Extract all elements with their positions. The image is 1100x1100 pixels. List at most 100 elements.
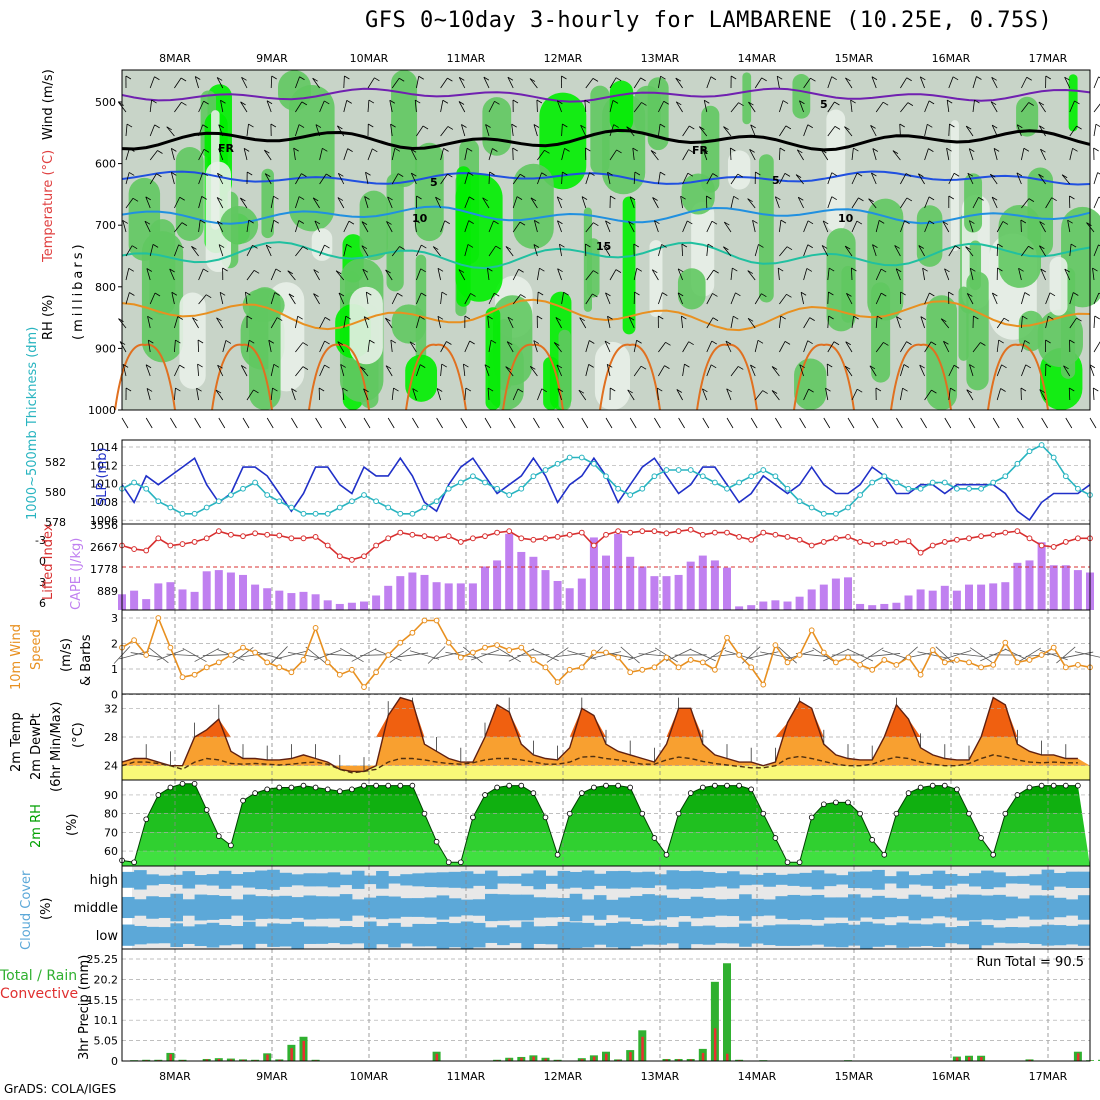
rh-cell bbox=[249, 287, 281, 410]
lifted-index-line-point bbox=[905, 538, 912, 545]
wind-barb-flag bbox=[459, 77, 465, 81]
wind-barb-flag bbox=[779, 147, 786, 152]
rh-point bbox=[712, 782, 718, 789]
wind-barb-flag bbox=[846, 293, 852, 297]
lifted-index-line-point bbox=[336, 553, 343, 560]
wind-barb bbox=[529, 78, 538, 89]
wind-barb bbox=[972, 197, 979, 209]
wind-barb-flag bbox=[464, 315, 471, 320]
wind-barb bbox=[1069, 148, 1073, 161]
cloud-cell bbox=[799, 895, 813, 920]
thickness-line-point bbox=[736, 479, 742, 486]
ylabel-wind: Wind (m/s) bbox=[41, 69, 56, 140]
thickness-line-point bbox=[651, 473, 658, 480]
wind-barb bbox=[826, 363, 829, 377]
cape-bar bbox=[1001, 582, 1010, 610]
wind10-speed-line-point bbox=[421, 617, 428, 624]
cape-bar bbox=[868, 605, 877, 610]
wind10-speed-line-point bbox=[228, 652, 234, 658]
wind-barb-flag bbox=[557, 100, 563, 105]
isotherm-contour bbox=[121, 298, 1091, 332]
wind-barb-flag bbox=[880, 268, 887, 273]
wind-barb bbox=[900, 197, 908, 209]
wind-barb-flag bbox=[556, 364, 563, 369]
wind-barb-flag bbox=[899, 123, 905, 128]
temp-tick: 24 bbox=[104, 760, 118, 773]
wind-barb-flag bbox=[749, 149, 755, 153]
wind-barb-flag bbox=[657, 387, 663, 392]
wind10-speed-line-point bbox=[1014, 659, 1021, 666]
wind-barb-flag bbox=[786, 246, 793, 251]
rh-point bbox=[603, 782, 609, 789]
lifted-index-line-point bbox=[1002, 529, 1009, 536]
wind-barb bbox=[702, 388, 708, 401]
wind-barb bbox=[488, 101, 495, 113]
precip-convective-bar bbox=[580, 1058, 584, 1061]
wind-barb-flag bbox=[799, 364, 805, 369]
wind-barb-flag bbox=[710, 76, 717, 81]
cloud-cell bbox=[993, 872, 1006, 888]
wind-barb-flag bbox=[853, 315, 859, 320]
wind-barb-flag bbox=[519, 173, 526, 178]
lifted-index-line-point bbox=[603, 531, 609, 538]
thickness-line-point bbox=[917, 485, 924, 492]
cloud-cell bbox=[896, 871, 909, 889]
wind10-speed-line-point bbox=[699, 659, 706, 666]
wind-barb-flag bbox=[877, 315, 883, 320]
wind-barb-flag bbox=[998, 339, 1004, 344]
wind10-speed-line-point bbox=[276, 664, 283, 671]
wind-barb bbox=[851, 172, 858, 185]
wind-barb-flag bbox=[270, 123, 277, 128]
wind-barb bbox=[125, 245, 133, 257]
wind-barb-flag bbox=[562, 171, 568, 176]
wind-barb bbox=[875, 316, 878, 329]
lifted-index-line-point bbox=[312, 534, 319, 540]
wind-barb-flag bbox=[733, 315, 739, 320]
cloud-cell bbox=[799, 924, 813, 946]
precip-tick: 10.1 bbox=[94, 1014, 119, 1027]
wind-barb bbox=[337, 197, 345, 209]
wind-barb-flag bbox=[903, 364, 910, 368]
wind10-barb bbox=[760, 651, 791, 659]
wind-barb-flag bbox=[967, 172, 974, 177]
wind-barb-flag bbox=[777, 267, 784, 272]
wind-barb bbox=[969, 364, 974, 377]
lifted-index-line-point bbox=[1075, 535, 1081, 542]
rh-cell bbox=[482, 97, 512, 156]
wind-barb-flag bbox=[585, 243, 591, 248]
wind-barb-flag bbox=[1051, 197, 1057, 202]
wind-barb bbox=[386, 221, 393, 233]
wind-barb-flag bbox=[505, 246, 512, 250]
wind-barb-flag bbox=[248, 219, 254, 224]
wind-barb bbox=[699, 126, 708, 137]
wind-barb bbox=[198, 149, 205, 161]
lifted-index-line-point bbox=[421, 533, 428, 540]
rh-point bbox=[736, 782, 742, 789]
wind-barb-flag bbox=[419, 316, 425, 320]
cloud-cell bbox=[194, 894, 208, 921]
cloud-cell bbox=[351, 899, 365, 916]
lifted-index-line-point bbox=[1050, 544, 1057, 550]
wind-barb-flag bbox=[180, 77, 187, 82]
wind-barb-flag bbox=[676, 101, 682, 106]
wind-barb bbox=[730, 292, 736, 305]
wind10-speed-line-point bbox=[784, 659, 791, 666]
slp-tick: 1006 bbox=[90, 514, 118, 527]
cloud-cell bbox=[569, 893, 583, 922]
wind-barb-flag bbox=[192, 317, 198, 322]
wind-barb bbox=[246, 340, 250, 353]
cloud-cell bbox=[376, 870, 389, 889]
thickness-line-point bbox=[373, 498, 380, 505]
wind-barb bbox=[507, 77, 514, 89]
wind10-barb bbox=[620, 646, 640, 664]
wind-barb-flag bbox=[663, 100, 669, 105]
wind-barb bbox=[270, 75, 273, 89]
rh-point bbox=[1026, 784, 1033, 791]
wind-barb bbox=[409, 341, 417, 353]
rh-point bbox=[941, 782, 948, 789]
wind-barb-flag bbox=[152, 244, 159, 248]
wind10-speed-line-point bbox=[687, 657, 694, 663]
wind-barb-flag bbox=[412, 388, 418, 392]
cloud-cell bbox=[424, 897, 438, 918]
wind-barb bbox=[656, 388, 659, 401]
